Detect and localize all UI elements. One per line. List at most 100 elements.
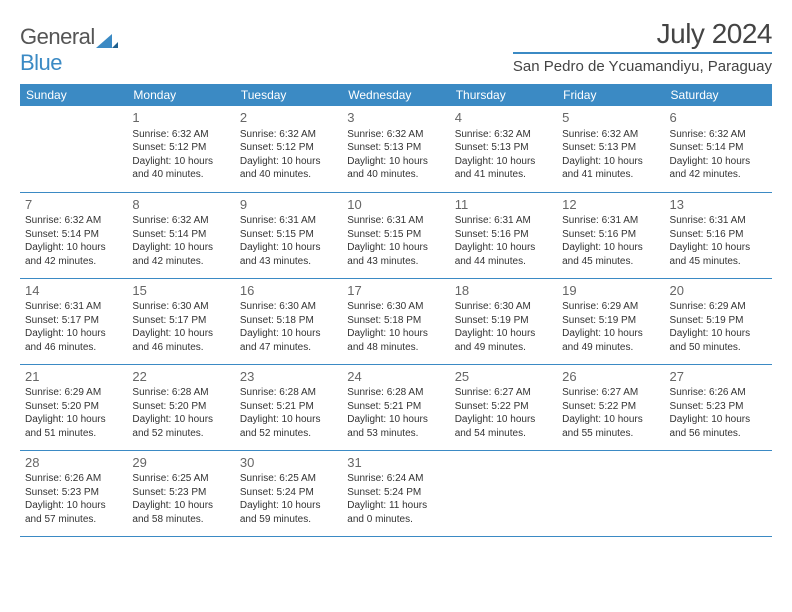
sunrise-text: Sunrise: 6:30 AM bbox=[132, 300, 229, 314]
daylight-text: and 46 minutes. bbox=[25, 341, 122, 355]
daylight-text: Daylight: 10 hours bbox=[25, 499, 122, 513]
calendar-day-cell: 14Sunrise: 6:31 AMSunset: 5:17 PMDayligh… bbox=[20, 278, 127, 364]
calendar-day-cell: 23Sunrise: 6:28 AMSunset: 5:21 PMDayligh… bbox=[235, 364, 342, 450]
weekday-monday: Monday bbox=[127, 84, 234, 106]
calendar-week-row: 1 Sunrise: 6:32 AM Sunset: 5:12 PM Daylight… bbox=[20, 106, 772, 192]
sunrise-text: Sunrise: 6:31 AM bbox=[347, 214, 444, 228]
daylight-text: Daylight: 11 hours bbox=[347, 499, 444, 513]
day-number: 27 bbox=[670, 368, 767, 386]
sunset-text: Sunset: 5:13 PM bbox=[347, 141, 444, 155]
calendar-day-cell: 6Sunrise: 6:32 AMSunset: 5:14 PMDaylight… bbox=[665, 106, 772, 192]
weekday-saturday: Saturday bbox=[665, 84, 772, 106]
daylight-text: Daylight: 10 hours bbox=[670, 327, 767, 341]
sunset-text: Sunset: 5:22 PM bbox=[562, 400, 659, 414]
day-number: 17 bbox=[347, 282, 444, 300]
daylight-text: and 45 minutes. bbox=[562, 255, 659, 269]
day-number: 12 bbox=[562, 196, 659, 214]
sunset-text: Sunset: 5:17 PM bbox=[132, 314, 229, 328]
calendar-day-cell: 2Sunrise: 6:32 AMSunset: 5:12 PMDaylight… bbox=[235, 106, 342, 192]
sunset-text: Sunset: 5:24 PM bbox=[240, 486, 337, 500]
daylight-text: and 42 minutes. bbox=[670, 168, 767, 182]
sunrise-text: Sunrise: 6:31 AM bbox=[25, 300, 122, 314]
day-number: 6 bbox=[670, 109, 767, 127]
daylight-text: Daylight: 10 hours bbox=[455, 155, 552, 169]
daylight-text: Daylight: 10 hours bbox=[25, 327, 122, 341]
daylight-text: and 41 minutes. bbox=[455, 168, 552, 182]
daylight-text: and 0 minutes. bbox=[347, 513, 444, 527]
day-number: 13 bbox=[670, 196, 767, 214]
daylight-text: and 48 minutes. bbox=[347, 341, 444, 355]
daylight-text: Daylight: 10 hours bbox=[240, 327, 337, 341]
day-number: 28 bbox=[25, 454, 122, 472]
calendar-day-cell: 4Sunrise: 6:32 AMSunset: 5:13 PMDaylight… bbox=[450, 106, 557, 192]
daylight-text: Daylight: 10 hours bbox=[132, 241, 229, 255]
calendar-day-cell bbox=[557, 450, 664, 536]
sunrise-text: Sunrise: 6:32 AM bbox=[25, 214, 122, 228]
calendar-day-cell bbox=[20, 106, 127, 192]
calendar-day-cell: 18Sunrise: 6:30 AMSunset: 5:19 PMDayligh… bbox=[450, 278, 557, 364]
sunset-text: Sunset: 5:20 PM bbox=[132, 400, 229, 414]
calendar-day-cell: 9Sunrise: 6:31 AMSunset: 5:15 PMDaylight… bbox=[235, 192, 342, 278]
sunrise-text: Sunrise: 6:32 AM bbox=[347, 128, 444, 142]
sunrise-text: Sunrise: 6:31 AM bbox=[562, 214, 659, 228]
sunset-text: Sunset: 5:12 PM bbox=[240, 141, 337, 155]
day-number: 1 bbox=[132, 109, 229, 127]
sunrise-text: Sunrise: 6:31 AM bbox=[670, 214, 767, 228]
calendar-day-cell bbox=[665, 450, 772, 536]
sunset-text: Sunset: 5:16 PM bbox=[455, 228, 552, 242]
logo-text-2: Blue bbox=[20, 50, 62, 75]
day-number: 11 bbox=[455, 196, 552, 214]
calendar-week-row: 14Sunrise: 6:31 AMSunset: 5:17 PMDayligh… bbox=[20, 278, 772, 364]
daylight-text: and 43 minutes. bbox=[240, 255, 337, 269]
daylight-text: Daylight: 10 hours bbox=[132, 327, 229, 341]
sunset-text: Sunset: 5:17 PM bbox=[25, 314, 122, 328]
calendar-week-row: 28Sunrise: 6:26 AMSunset: 5:23 PMDayligh… bbox=[20, 450, 772, 536]
daylight-text: and 46 minutes. bbox=[132, 341, 229, 355]
day-number: 29 bbox=[132, 454, 229, 472]
day-number: 20 bbox=[670, 282, 767, 300]
daylight-text: Daylight: 10 hours bbox=[132, 499, 229, 513]
daylight-text: Daylight: 10 hours bbox=[132, 155, 229, 169]
weekday-friday: Friday bbox=[557, 84, 664, 106]
calendar-day-cell: 11Sunrise: 6:31 AMSunset: 5:16 PMDayligh… bbox=[450, 192, 557, 278]
day-number: 26 bbox=[562, 368, 659, 386]
sunrise-text: Sunrise: 6:29 AM bbox=[562, 300, 659, 314]
daylight-text: Daylight: 10 hours bbox=[670, 241, 767, 255]
daylight-text: Daylight: 10 hours bbox=[455, 413, 552, 427]
daylight-text: and 40 minutes. bbox=[240, 168, 337, 182]
calendar-day-cell: 21Sunrise: 6:29 AMSunset: 5:20 PMDayligh… bbox=[20, 364, 127, 450]
daylight-text: and 53 minutes. bbox=[347, 427, 444, 441]
calendar-day-cell: 22Sunrise: 6:28 AMSunset: 5:20 PMDayligh… bbox=[127, 364, 234, 450]
sunset-text: Sunset: 5:23 PM bbox=[25, 486, 122, 500]
calendar-day-cell: 24Sunrise: 6:28 AMSunset: 5:21 PMDayligh… bbox=[342, 364, 449, 450]
daylight-text: and 41 minutes. bbox=[562, 168, 659, 182]
daylight-text: and 55 minutes. bbox=[562, 427, 659, 441]
daylight-text: and 50 minutes. bbox=[670, 341, 767, 355]
calendar-day-cell: 5Sunrise: 6:32 AMSunset: 5:13 PMDaylight… bbox=[557, 106, 664, 192]
sunrise-text: Sunrise: 6:32 AM bbox=[670, 128, 767, 142]
sunset-text: Sunset: 5:19 PM bbox=[670, 314, 767, 328]
calendar-day-cell: 8Sunrise: 6:32 AMSunset: 5:14 PMDaylight… bbox=[127, 192, 234, 278]
calendar-day-cell: 26Sunrise: 6:27 AMSunset: 5:22 PMDayligh… bbox=[557, 364, 664, 450]
weekday-thursday: Thursday bbox=[450, 84, 557, 106]
sunset-text: Sunset: 5:16 PM bbox=[670, 228, 767, 242]
day-number: 15 bbox=[132, 282, 229, 300]
sunrise-text: Sunrise: 6:27 AM bbox=[455, 386, 552, 400]
sunset-text: Sunset: 5:18 PM bbox=[347, 314, 444, 328]
sunrise-text: Sunrise: 6:32 AM bbox=[132, 214, 229, 228]
daylight-text: and 45 minutes. bbox=[670, 255, 767, 269]
daylight-text: and 49 minutes. bbox=[562, 341, 659, 355]
day-number: 9 bbox=[240, 196, 337, 214]
day-number: 31 bbox=[347, 454, 444, 472]
daylight-text: Daylight: 10 hours bbox=[562, 327, 659, 341]
daylight-text: and 42 minutes. bbox=[132, 255, 229, 269]
sunset-text: Sunset: 5:22 PM bbox=[455, 400, 552, 414]
calendar-day-cell: 12Sunrise: 6:31 AMSunset: 5:16 PMDayligh… bbox=[557, 192, 664, 278]
sunrise-text: Sunrise: 6:31 AM bbox=[240, 214, 337, 228]
calendar-day-cell: 16Sunrise: 6:30 AMSunset: 5:18 PMDayligh… bbox=[235, 278, 342, 364]
sunset-text: Sunset: 5:14 PM bbox=[132, 228, 229, 242]
calendar-day-cell: 19Sunrise: 6:29 AMSunset: 5:19 PMDayligh… bbox=[557, 278, 664, 364]
sunrise-text: Sunrise: 6:32 AM bbox=[455, 128, 552, 142]
day-number: 4 bbox=[455, 109, 552, 127]
sunset-text: Sunset: 5:19 PM bbox=[455, 314, 552, 328]
